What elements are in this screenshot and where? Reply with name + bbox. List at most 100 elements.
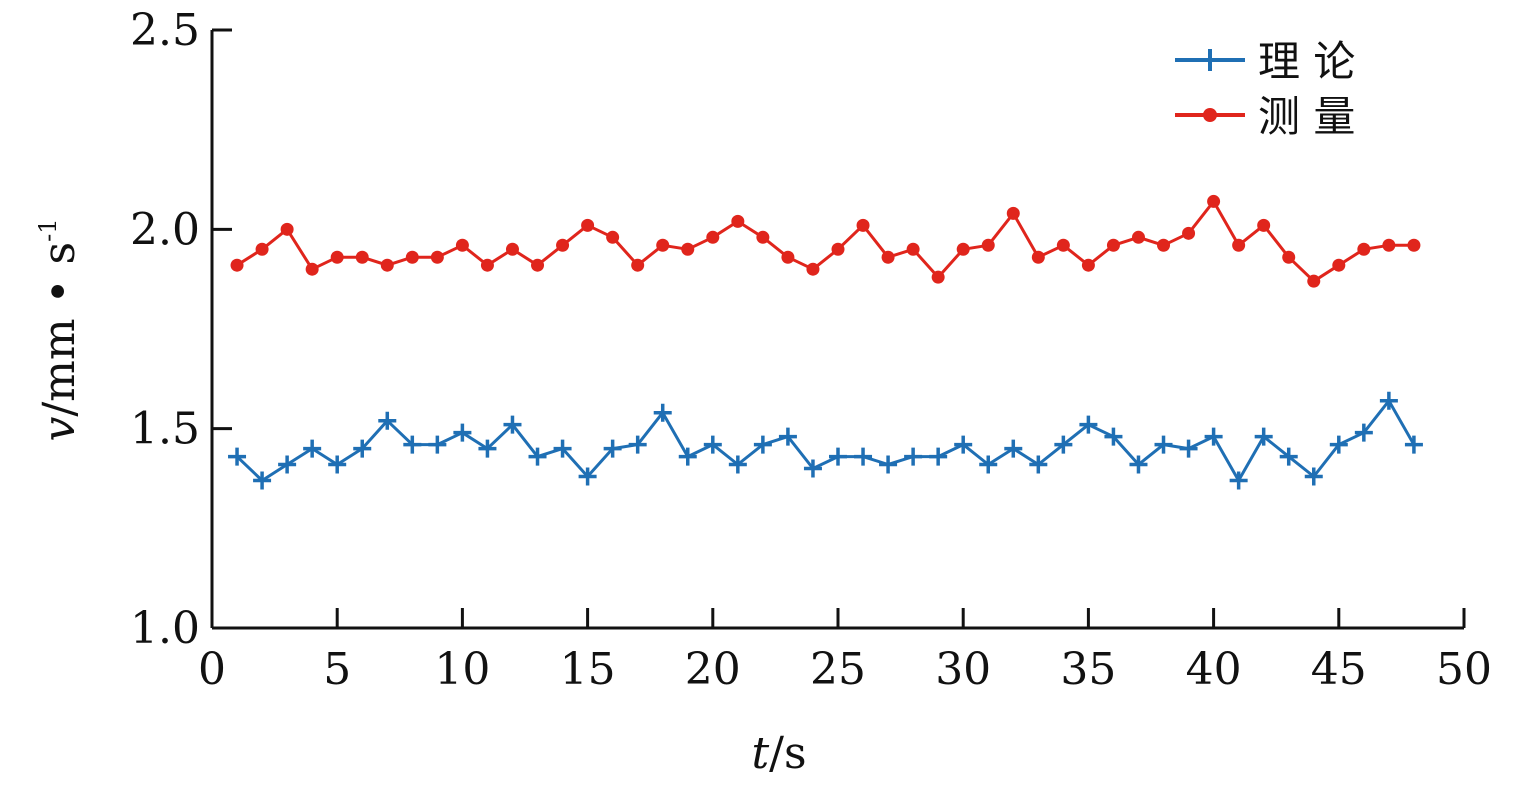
data-point (1204, 427, 1223, 446)
data-point (1131, 230, 1145, 244)
data-point (856, 218, 870, 232)
data-point (1332, 258, 1346, 272)
x-tick-label: 15 (560, 644, 616, 695)
x-tick-label: 20 (685, 644, 741, 695)
data-point (305, 262, 319, 276)
data-point (230, 258, 244, 272)
data-point (906, 242, 920, 256)
data-point (1407, 238, 1421, 252)
data-point (1182, 226, 1196, 240)
data-point (1379, 391, 1398, 410)
data-point (778, 427, 797, 446)
data-point (1031, 250, 1045, 264)
data-point (578, 467, 597, 486)
data-point (829, 447, 847, 466)
data-point (831, 242, 845, 256)
data-point (731, 214, 745, 228)
data-point (430, 250, 444, 264)
data-point (353, 439, 372, 458)
data-point (781, 250, 795, 264)
data-point (280, 222, 294, 236)
data-point (803, 459, 822, 478)
data-point (703, 435, 722, 454)
data-point (403, 435, 422, 454)
data-point (881, 250, 895, 264)
y-tick-label: 1.5 (130, 404, 200, 455)
data-point (405, 250, 419, 264)
data-point (681, 242, 695, 256)
data-point (628, 435, 647, 454)
data-point (228, 447, 247, 466)
data-point (904, 447, 923, 466)
data-point (380, 258, 394, 272)
legend-entry-measured: 测 量 (1175, 92, 1355, 141)
data-point (1054, 435, 1073, 454)
data-point (854, 447, 873, 466)
data-point (1257, 218, 1271, 232)
data-point (1329, 435, 1348, 454)
legend-label-theory: 理 论 (1258, 37, 1355, 86)
data-point (455, 238, 469, 252)
data-point (1354, 423, 1373, 442)
data-point (806, 262, 820, 276)
legend: 理 论 测 量 (1175, 37, 1355, 141)
data-point (1232, 238, 1246, 252)
data-point (255, 242, 269, 256)
series-0 (228, 391, 1423, 490)
series-layer (228, 194, 1423, 490)
x-axis-label: t/s (751, 728, 806, 779)
data-point (603, 439, 622, 458)
data-point (753, 435, 772, 454)
data-point (1307, 274, 1321, 288)
data-point (355, 250, 369, 264)
y-ticks: 1.0 1.5 2.0 2.5 (130, 5, 232, 654)
data-point (678, 447, 697, 466)
y-tick-label: 2.0 (130, 204, 200, 255)
data-point (453, 423, 472, 442)
x-tick-label: 50 (1436, 644, 1492, 695)
data-point (1254, 427, 1273, 446)
data-point (931, 270, 945, 284)
data-point (328, 455, 347, 474)
data-point (1104, 427, 1123, 446)
x-tick-label: 5 (323, 644, 351, 695)
legend-marker-measured (1203, 108, 1217, 122)
data-point (653, 403, 672, 422)
data-point (1129, 455, 1148, 474)
x-tick-label: 40 (1186, 644, 1242, 695)
data-point (478, 439, 497, 458)
data-point (428, 435, 447, 454)
data-point (531, 258, 545, 272)
data-point (879, 455, 898, 474)
legend-marker-theory (1199, 49, 1221, 71)
data-point (1404, 435, 1423, 454)
data-point (728, 455, 747, 474)
data-point (1304, 467, 1323, 486)
data-point (606, 230, 620, 244)
x-tick-label: 10 (434, 644, 490, 695)
x-tick-label: 45 (1311, 644, 1367, 695)
data-point (1282, 250, 1296, 264)
y-tick-label: 2.5 (130, 5, 200, 56)
data-point (1004, 439, 1023, 458)
data-point (981, 238, 995, 252)
data-point (1029, 455, 1048, 474)
data-point (1106, 238, 1120, 252)
legend-entry-theory: 理 论 (1175, 37, 1355, 86)
data-point (631, 258, 645, 272)
data-point (1056, 238, 1070, 252)
x-tick-label: 35 (1060, 644, 1116, 695)
data-point (706, 230, 720, 244)
data-point (1229, 471, 1248, 490)
data-point (1079, 415, 1098, 434)
data-point (756, 230, 770, 244)
x-tick-label: 25 (810, 644, 866, 695)
legend-label-measured: 测 量 (1258, 92, 1355, 141)
data-point (330, 250, 344, 264)
data-point (1157, 238, 1171, 252)
data-point (480, 258, 494, 272)
data-point (553, 439, 572, 458)
y-tick-label: 1.0 (130, 603, 200, 654)
data-point (253, 471, 272, 490)
